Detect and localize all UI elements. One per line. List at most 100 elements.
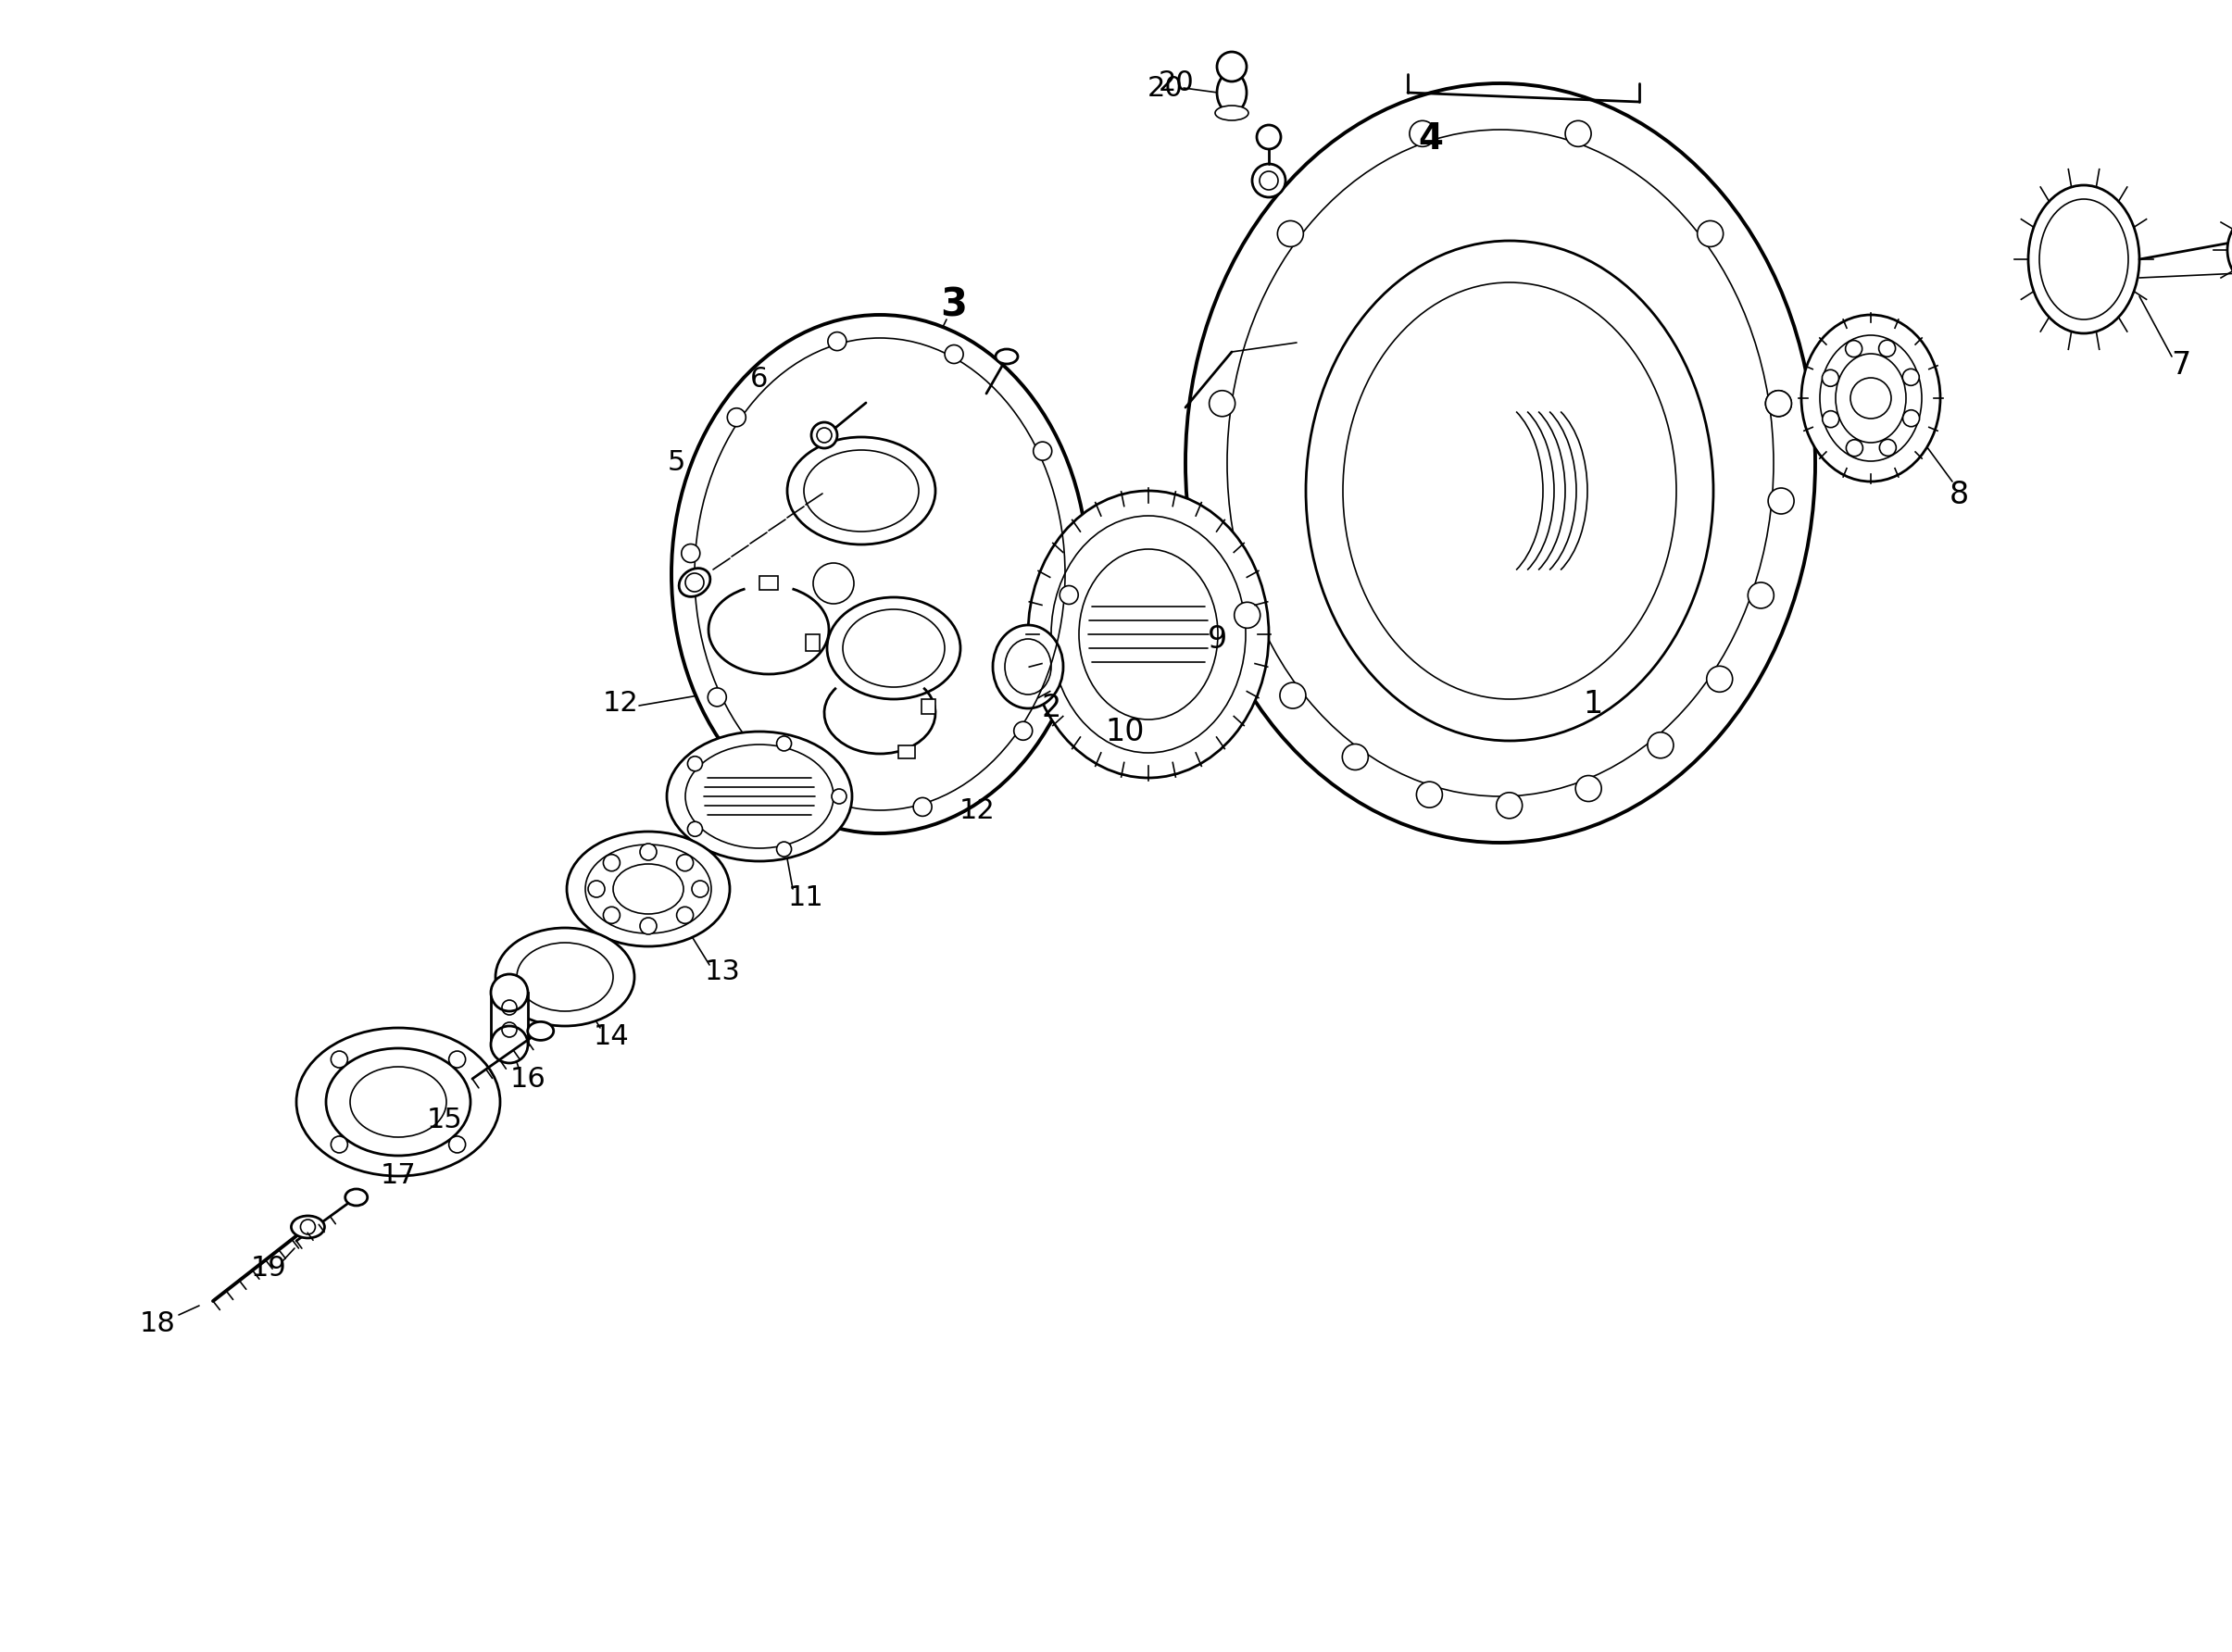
Circle shape (1748, 583, 1774, 608)
Circle shape (1411, 121, 1435, 147)
Circle shape (1279, 682, 1306, 709)
Circle shape (1033, 441, 1051, 461)
Circle shape (828, 332, 846, 350)
Ellipse shape (672, 316, 1089, 833)
Bar (897, 745, 915, 758)
Circle shape (1417, 781, 1442, 808)
Circle shape (449, 1051, 466, 1067)
Bar (491, 993, 529, 1044)
Circle shape (1252, 164, 1286, 197)
Ellipse shape (995, 349, 1018, 363)
Ellipse shape (496, 928, 634, 1026)
Circle shape (944, 345, 964, 363)
Text: 9: 9 (1208, 624, 1228, 654)
Text: 7: 7 (2172, 350, 2192, 382)
Text: 15: 15 (426, 1107, 462, 1133)
Circle shape (1768, 487, 1795, 514)
Circle shape (833, 790, 846, 805)
Circle shape (641, 844, 656, 861)
Circle shape (1210, 390, 1234, 416)
Circle shape (2228, 208, 2232, 292)
Circle shape (1013, 722, 1033, 740)
Text: 3: 3 (940, 286, 966, 325)
Circle shape (449, 1137, 466, 1153)
Ellipse shape (290, 1216, 324, 1237)
Circle shape (1846, 439, 1864, 456)
Circle shape (817, 428, 833, 443)
Circle shape (913, 798, 931, 816)
Circle shape (491, 975, 529, 1011)
Circle shape (603, 854, 620, 871)
Text: 12: 12 (960, 796, 995, 824)
Circle shape (676, 854, 694, 871)
Circle shape (1341, 743, 1368, 770)
Circle shape (777, 737, 792, 752)
Circle shape (708, 687, 725, 707)
Circle shape (603, 907, 620, 923)
Ellipse shape (667, 732, 853, 861)
Text: 12: 12 (603, 691, 638, 717)
Circle shape (1766, 390, 1792, 416)
Circle shape (1696, 221, 1723, 246)
Ellipse shape (346, 1189, 368, 1206)
Text: 11: 11 (788, 885, 824, 912)
Circle shape (1060, 586, 1078, 605)
Circle shape (1259, 172, 1279, 190)
Circle shape (1576, 775, 1600, 801)
Circle shape (1821, 411, 1839, 428)
Ellipse shape (679, 568, 710, 596)
Ellipse shape (1216, 73, 1248, 112)
Circle shape (1216, 51, 1248, 81)
Circle shape (1647, 732, 1674, 758)
Ellipse shape (1029, 491, 1268, 778)
Circle shape (1565, 121, 1591, 147)
Ellipse shape (1185, 83, 1815, 843)
Circle shape (810, 423, 837, 448)
Text: 14: 14 (594, 1024, 629, 1051)
Circle shape (1707, 666, 1732, 692)
Circle shape (1766, 390, 1792, 416)
Circle shape (676, 907, 694, 923)
Text: 20: 20 (1147, 74, 1183, 101)
Circle shape (491, 1026, 529, 1062)
Ellipse shape (1801, 316, 1940, 481)
Circle shape (1846, 340, 1861, 357)
Text: 4: 4 (1417, 121, 1444, 157)
Text: 18: 18 (138, 1310, 176, 1338)
Circle shape (587, 881, 605, 897)
Circle shape (1257, 126, 1281, 149)
Circle shape (687, 821, 703, 836)
Circle shape (728, 408, 745, 426)
Text: 1: 1 (1582, 689, 1603, 719)
Text: 13: 13 (705, 958, 741, 986)
Bar (759, 577, 779, 590)
Ellipse shape (788, 438, 935, 545)
Circle shape (687, 757, 703, 771)
Ellipse shape (993, 624, 1062, 709)
Text: 2: 2 (1042, 694, 1060, 724)
Ellipse shape (297, 1028, 500, 1176)
Ellipse shape (567, 831, 730, 947)
Text: 5: 5 (667, 449, 685, 476)
Text: 20: 20 (1158, 69, 1194, 97)
Text: 6: 6 (750, 367, 768, 393)
Bar (922, 699, 935, 714)
Bar (806, 634, 819, 651)
Circle shape (1234, 603, 1261, 628)
Circle shape (1495, 793, 1522, 818)
Circle shape (1821, 370, 1839, 387)
Ellipse shape (1214, 106, 1248, 121)
Text: 17: 17 (379, 1163, 415, 1189)
Circle shape (1904, 410, 1920, 426)
Circle shape (330, 1137, 348, 1153)
Circle shape (685, 573, 703, 591)
Circle shape (641, 917, 656, 935)
Circle shape (777, 843, 792, 857)
Circle shape (1902, 368, 1920, 385)
Text: 19: 19 (250, 1256, 286, 1282)
Circle shape (692, 881, 708, 897)
Circle shape (797, 785, 815, 803)
Circle shape (681, 544, 701, 563)
Text: 10: 10 (1105, 717, 1145, 747)
Text: 16: 16 (509, 1066, 547, 1092)
